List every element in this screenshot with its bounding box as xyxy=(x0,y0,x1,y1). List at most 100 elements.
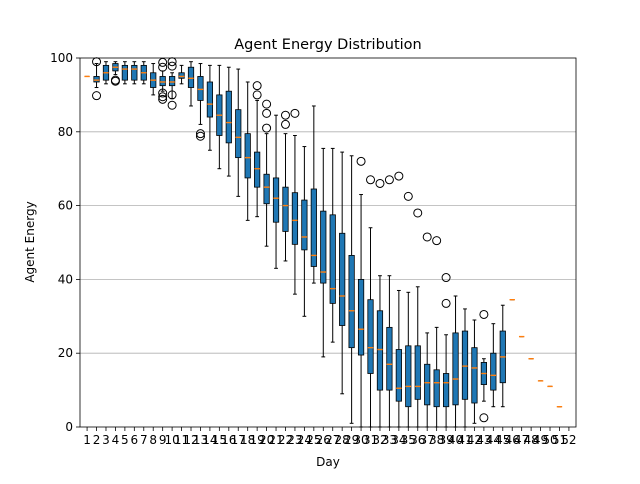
box-day-8 xyxy=(150,63,157,96)
box-day-4 xyxy=(110,61,120,86)
box-day-25 xyxy=(310,105,317,284)
x-tick-label: 13 xyxy=(193,433,208,447)
outlier-point xyxy=(158,94,168,104)
box-iqr xyxy=(178,72,185,79)
outlier-point xyxy=(413,208,423,218)
outlier-point xyxy=(290,108,300,118)
box-iqr xyxy=(442,373,450,408)
outlier-point xyxy=(158,57,168,67)
box-iqr xyxy=(386,326,393,391)
x-axis-label: Day xyxy=(316,455,340,469)
box-day-23 xyxy=(290,108,300,295)
box-iqr xyxy=(254,151,261,188)
x-tick-label: 28 xyxy=(335,433,350,447)
box-iqr xyxy=(452,332,459,406)
x-tick-label: 52 xyxy=(561,433,576,447)
y-tick-label: 100 xyxy=(50,51,73,65)
box-iqr xyxy=(197,76,204,101)
x-tick-label: 12 xyxy=(183,433,198,447)
x-tick-label: 18 xyxy=(240,433,255,447)
x-tick-label: 19 xyxy=(250,433,265,447)
box-day-45 xyxy=(499,304,506,408)
x-tick-label: 46 xyxy=(505,433,520,447)
box-day-34 xyxy=(394,171,404,428)
x-tick-label: 27 xyxy=(325,433,340,447)
box-day-11 xyxy=(178,64,185,85)
box-iqr xyxy=(301,199,308,251)
x-tick-label: 48 xyxy=(523,433,538,447)
box-day-36 xyxy=(413,208,423,428)
box-iqr xyxy=(121,64,128,81)
x-tick-label: 51 xyxy=(552,433,567,447)
x-tick-label: 40 xyxy=(448,433,463,447)
box-iqr xyxy=(320,210,327,284)
box-day-26 xyxy=(320,147,327,358)
box-day-24 xyxy=(301,146,308,317)
x-axis: 1 2 3 4 5 6 7 8 91011121314151617181920212223242… xyxy=(83,427,577,447)
box-day-40 xyxy=(452,295,459,428)
outlier-point xyxy=(479,413,489,423)
box-day-30 xyxy=(356,156,366,428)
x-tick-label: 15 xyxy=(212,433,227,447)
y-tick-label: 60 xyxy=(58,199,73,213)
y-tick-label: 80 xyxy=(58,125,73,139)
box-day-12 xyxy=(187,61,195,107)
outlier-point xyxy=(375,178,385,188)
box-day-43 xyxy=(479,309,489,423)
x-tick-label: 44 xyxy=(486,433,501,447)
box-day-22 xyxy=(280,110,290,262)
outlier-point xyxy=(280,119,290,129)
outlier-point xyxy=(158,62,168,72)
box-iqr xyxy=(310,188,317,267)
outlier-point xyxy=(432,236,442,246)
x-tick-label: 39 xyxy=(438,433,453,447)
outlier-point xyxy=(252,81,262,91)
outlier-point xyxy=(479,309,489,319)
x-tick-label: 30 xyxy=(353,433,368,447)
box-day-15 xyxy=(216,64,223,170)
box-day-39 xyxy=(441,273,451,428)
x-tick-label: 33 xyxy=(382,433,397,447)
box-day-16 xyxy=(225,66,232,177)
box-day-19 xyxy=(252,81,262,218)
x-tick-label: 43 xyxy=(476,433,491,447)
x-tick-label: 22 xyxy=(278,433,293,447)
y-tick-label: 0 xyxy=(65,420,73,434)
box-iqr xyxy=(93,76,100,83)
outlier-point xyxy=(262,108,272,118)
outlier-point xyxy=(252,90,262,100)
box-day-2 xyxy=(92,57,102,101)
box-layer xyxy=(84,57,563,428)
box-iqr xyxy=(348,255,355,349)
chart-title: Agent Energy Distribution xyxy=(234,37,422,53)
box-iqr xyxy=(424,363,431,406)
outlier-point xyxy=(158,92,168,102)
box-day-42 xyxy=(471,319,478,424)
box-iqr xyxy=(225,90,232,144)
box-iqr xyxy=(244,133,251,179)
x-tick-label: 5 xyxy=(121,433,129,447)
outlier-point xyxy=(262,99,272,109)
x-tick-label: 23 xyxy=(287,433,302,447)
box-iqr xyxy=(131,64,138,81)
box-iqr xyxy=(490,352,497,391)
outlier-point xyxy=(262,123,272,133)
box-iqr xyxy=(357,278,365,356)
x-tick-label: 47 xyxy=(514,433,529,447)
box-day-31 xyxy=(366,175,376,428)
box-iqr xyxy=(235,109,242,159)
x-tick-label: 17 xyxy=(231,433,246,447)
outlier-point xyxy=(280,110,290,120)
x-tick-label: 35 xyxy=(401,433,416,447)
box-day-7 xyxy=(140,61,147,85)
outlier-point xyxy=(195,129,205,139)
outlier-point xyxy=(441,273,451,283)
box-iqr xyxy=(471,347,478,404)
box-iqr xyxy=(339,232,346,326)
x-tick-label: 29 xyxy=(344,433,359,447)
plot-frame xyxy=(79,57,577,428)
y-tick-label: 40 xyxy=(58,272,73,286)
x-tick-label: 16 xyxy=(221,433,236,447)
box-day-13 xyxy=(195,63,205,141)
